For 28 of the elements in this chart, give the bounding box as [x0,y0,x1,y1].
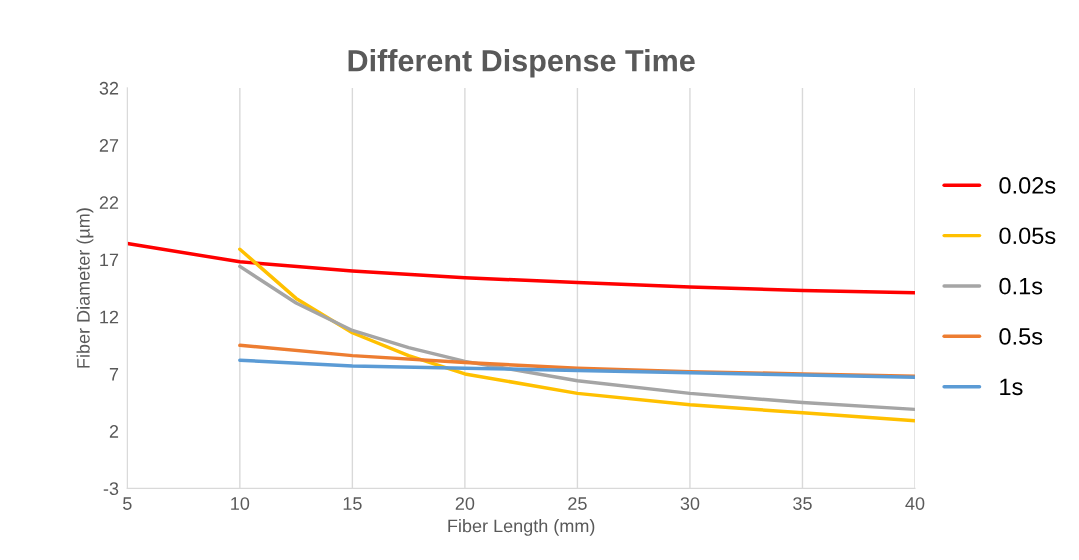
y-tick-label: 32 [99,81,119,95]
x-axis-title: Fiber Length (mm) [448,519,595,536]
legend-label: 1s [1000,378,1023,396]
y-tick-label: 7 [109,368,119,381]
legend-label: 0.5s [999,328,1043,345]
y-tick-label: 2 [109,425,119,438]
line-series [127,241,915,295]
legend-label: 0.02s [999,177,1056,194]
y-tick-label: 17 [100,253,119,267]
line-series [238,247,915,423]
x-tick-label: 5 [123,497,132,510]
legend-label: 0.05s [999,227,1056,245]
x-tick-label: 20 [455,497,475,510]
y-tick-label: -3 [103,482,119,496]
x-tick-label: 25 [568,497,587,510]
line-series [238,358,915,380]
x-tick-label: 35 [793,497,812,510]
y-tick-label: 27 [99,139,119,152]
chart-title: Different Dispense Time [348,49,695,78]
y-tick-label: 22 [99,196,119,209]
x-tick-label: 30 [680,497,700,510]
legend-label: 0.1s [999,277,1043,295]
x-tick-label: 40 [905,497,925,510]
y-axis-title: Fiber Diameter (µm) [76,208,94,368]
line-series [238,264,915,412]
x-tick-label: 15 [343,497,362,510]
x-tick-label: 10 [231,497,250,510]
y-tick-label: 12 [100,310,119,324]
